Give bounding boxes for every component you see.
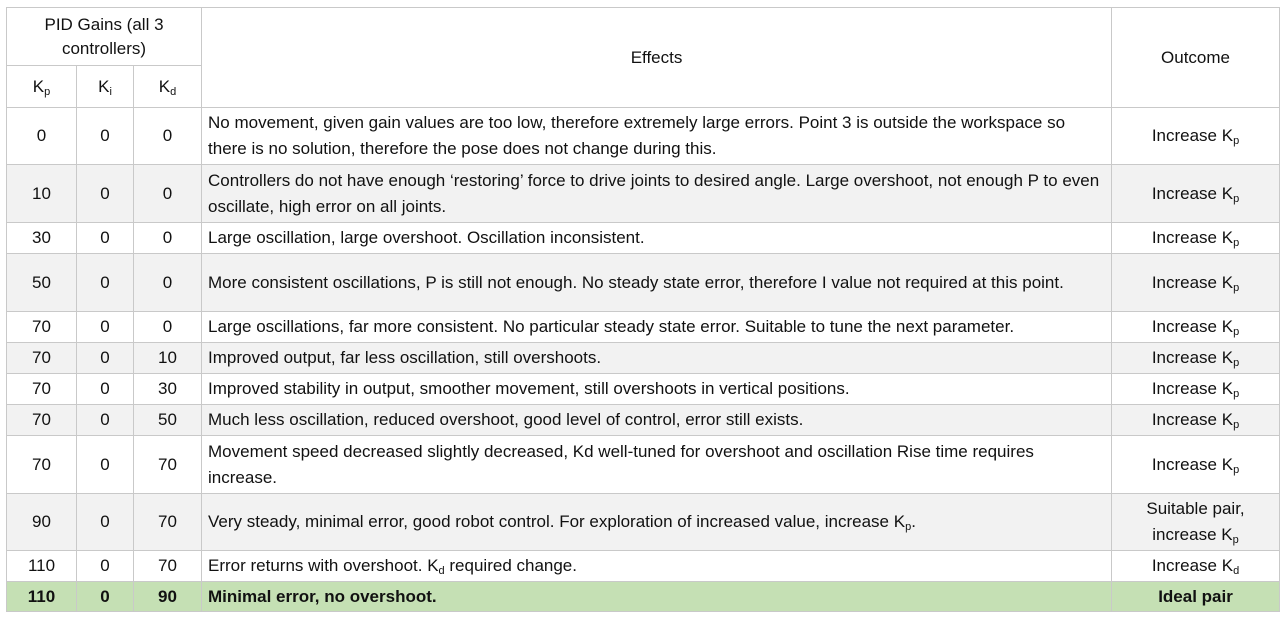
outcome-cell: Increase Kp <box>1111 222 1281 254</box>
effects-cell: Much less oscillation, reduced overshoot… <box>201 404 1113 436</box>
ki-cell: 0 <box>76 373 134 405</box>
ki-cell: 0 <box>76 311 134 343</box>
kd-cell: 0 <box>132 253 203 312</box>
table-row: 70 0 50 Much less oscillation, reduced o… <box>6 404 1281 436</box>
effects-cell: Improved stability in output, smoother m… <box>201 373 1113 405</box>
table-row: 0 0 0 No movement, given gain values are… <box>6 107 1281 165</box>
ki-cell: 0 <box>76 222 134 254</box>
effects-cell: Large oscillation, large overshoot. Osci… <box>201 222 1113 254</box>
kd-cell: 70 <box>132 493 203 551</box>
effects-cell: Movement speed decreased slightly decrea… <box>201 435 1113 494</box>
kp-cell: 70 <box>6 435 77 494</box>
kp-cell: 70 <box>6 404 77 436</box>
kd-cell: 90 <box>132 581 203 612</box>
kd-cell: 30 <box>132 373 203 405</box>
outcome-cell: Increase Kp <box>1111 164 1281 223</box>
outcome-cell: Increase Kp <box>1111 311 1281 343</box>
kd-header: Kd <box>132 65 203 108</box>
table-row: 110 0 70 Error returns with overshoot. K… <box>6 550 1281 582</box>
outcome-cell: Suitable pair, increase Kp <box>1111 493 1281 551</box>
table-row: 70 0 30 Improved stability in output, sm… <box>6 373 1281 405</box>
table-row: 10 0 0 Controllers do not have enough ‘r… <box>6 164 1281 223</box>
kp-cell: 30 <box>6 222 77 254</box>
outcome-cell: Increase Kp <box>1111 253 1281 312</box>
table-row: 90 0 70 Very steady, minimal error, good… <box>6 493 1281 551</box>
kp-cell: 0 <box>6 107 77 165</box>
effects-cell: Error returns with overshoot. Kd require… <box>201 550 1113 582</box>
kd-cell: 0 <box>132 107 203 165</box>
ki-cell: 0 <box>76 404 134 436</box>
kd-cell: 10 <box>132 342 203 374</box>
outcome-header: Outcome <box>1111 7 1281 108</box>
effects-cell: Controllers do not have enough ‘restorin… <box>201 164 1113 223</box>
outcome-cell: Increase Kp <box>1111 342 1281 374</box>
kp-cell: 110 <box>6 550 77 582</box>
kd-cell: 70 <box>132 550 203 582</box>
pid-gains-group-header: PID Gains (all 3 controllers) <box>5 7 203 66</box>
kp-cell: 110 <box>6 581 77 612</box>
kp-cell: 50 <box>6 253 77 312</box>
effects-cell: Very steady, minimal error, good robot c… <box>201 493 1113 551</box>
table-row: 50 0 0 More consistent oscillations, P i… <box>6 253 1281 312</box>
ki-cell: 0 <box>76 493 134 551</box>
kd-cell: 0 <box>132 311 203 343</box>
table-row: 70 0 0 Large oscillations, far more cons… <box>6 311 1281 343</box>
effects-cell: Minimal error, no overshoot. <box>201 581 1113 612</box>
ki-cell: 0 <box>76 164 134 223</box>
table-row: 30 0 0 Large oscillation, large overshoo… <box>6 222 1281 254</box>
outcome-cell: Increase Kp <box>1111 435 1281 494</box>
effects-cell: More consistent oscillations, P is still… <box>201 253 1113 312</box>
outcome-cell: Increase Kd <box>1111 550 1281 582</box>
kd-cell: 50 <box>132 404 203 436</box>
outcome-cell: Increase Kp <box>1111 404 1281 436</box>
effects-cell: No movement, given gain values are too l… <box>201 107 1113 165</box>
outcome-cell: Ideal pair <box>1111 581 1281 612</box>
ki-cell: 0 <box>76 107 134 165</box>
table-row: 70 0 70 Movement speed decreased slightl… <box>6 435 1281 494</box>
kp-cell: 70 <box>6 373 77 405</box>
effects-header: Effects <box>201 7 1113 108</box>
table-row-ideal: 110 0 90 Minimal error, no overshoot. Id… <box>6 581 1281 612</box>
effects-cell: Large oscillations, far more consistent.… <box>201 311 1113 343</box>
ki-cell: 0 <box>76 550 134 582</box>
outcome-cell: Increase Kp <box>1111 107 1281 165</box>
kd-cell: 0 <box>132 222 203 254</box>
ki-cell: 0 <box>76 435 134 494</box>
pid-gains-table: PID Gains (all 3 controllers) Effects Ou… <box>5 7 1281 612</box>
effects-cell: Improved output, far less oscillation, s… <box>201 342 1113 374</box>
kp-cell: 70 <box>6 342 77 374</box>
kd-cell: 70 <box>132 435 203 494</box>
ki-cell: 0 <box>76 581 134 612</box>
ki-cell: 0 <box>76 342 134 374</box>
kd-cell: 0 <box>132 164 203 223</box>
outcome-cell: Increase Kp <box>1111 373 1281 405</box>
table-row: 70 0 10 Improved output, far less oscill… <box>6 342 1281 374</box>
kp-header: Kp <box>6 65 77 108</box>
ki-header: Ki <box>76 65 134 108</box>
kp-cell: 10 <box>6 164 77 223</box>
kp-cell: 90 <box>6 493 77 551</box>
kp-cell: 70 <box>6 311 77 343</box>
ki-cell: 0 <box>76 253 134 312</box>
